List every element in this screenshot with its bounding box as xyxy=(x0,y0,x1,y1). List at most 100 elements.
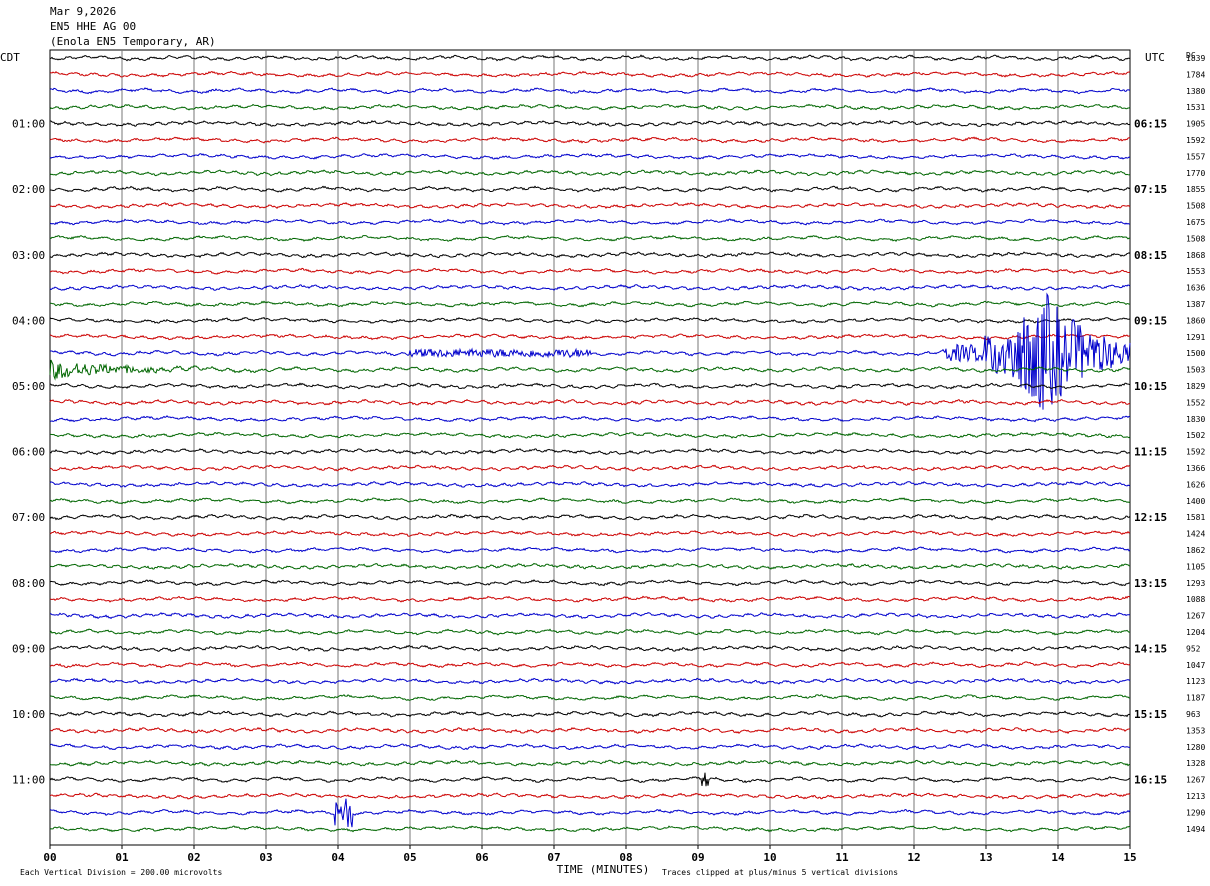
cdt-axis-title: CDT xyxy=(0,51,20,64)
dc-offset-label: 952 xyxy=(1186,644,1201,653)
station-location: (Enola EN5 Temporary, AR) xyxy=(50,35,216,48)
trace-line xyxy=(49,497,1131,505)
dc-offset-label: 1204 xyxy=(1186,628,1205,637)
dc-offset-label: 1213 xyxy=(1186,792,1205,801)
x-tick-label: 00 xyxy=(43,851,56,864)
trace-line xyxy=(50,292,1131,410)
cdt-hour-label: 11:00 xyxy=(12,774,45,787)
x-tick-label: 02 xyxy=(187,851,200,864)
dc-offset-label: 1626 xyxy=(1186,480,1205,489)
trace-line xyxy=(49,382,1131,390)
dc-offset-label: 1829 xyxy=(1186,382,1205,391)
dc-offset-label: 1494 xyxy=(1186,825,1205,834)
x-axis-label: TIME (MINUTES) xyxy=(557,863,650,876)
dc-offset-label: 1503 xyxy=(1186,366,1205,375)
dc-offset-label: 1860 xyxy=(1186,316,1205,325)
trace-line xyxy=(49,185,1131,193)
trace-line xyxy=(49,694,1131,702)
utc-hour-label: 08:15 xyxy=(1134,249,1167,262)
x-tick-label: 05 xyxy=(403,851,416,864)
x-tick-label: 04 xyxy=(331,851,345,864)
utc-hour-label: 14:15 xyxy=(1134,642,1167,655)
trace-line xyxy=(49,825,1131,833)
utc-hour-label: 12:15 xyxy=(1134,511,1167,524)
dc-offset-label: 1424 xyxy=(1186,530,1205,539)
dc-offset-label: 1855 xyxy=(1186,185,1205,194)
dc-offset-label: 1557 xyxy=(1186,152,1205,161)
dc-offset-label: 1500 xyxy=(1186,349,1205,358)
dc-offset-label: 1123 xyxy=(1186,677,1205,686)
dc-offset-label: 1105 xyxy=(1186,562,1205,571)
trace-line xyxy=(49,87,1131,95)
dc-offset-label: 1502 xyxy=(1186,431,1205,440)
trace-line xyxy=(49,267,1131,275)
dc-offset-label: 1508 xyxy=(1186,202,1205,211)
trace-line xyxy=(49,628,1131,636)
trace-line xyxy=(49,202,1131,210)
dc-offset-label: 1636 xyxy=(1186,284,1205,293)
x-tick-label: 11 xyxy=(835,851,849,864)
trace-line xyxy=(49,415,1131,423)
x-tick-label: 14 xyxy=(1051,851,1065,864)
utc-hour-label: 11:15 xyxy=(1134,446,1167,459)
dc-offset-label: 1366 xyxy=(1186,464,1205,473)
cdt-hour-label: 05:00 xyxy=(12,380,45,393)
utc-hour-label: 13:15 xyxy=(1134,577,1167,590)
trace-line xyxy=(49,153,1131,160)
dc-offset-label: 1291 xyxy=(1186,333,1205,342)
utc-axis-title: UTC xyxy=(1145,51,1165,64)
trace-line xyxy=(49,595,1131,603)
trace-line xyxy=(49,136,1130,144)
dc-offset-label: 1380 xyxy=(1186,87,1205,96)
trace-line xyxy=(49,333,1131,341)
cdt-hour-label: 08:00 xyxy=(12,577,45,590)
dc-offset-label: 1675 xyxy=(1186,218,1205,227)
trace-line xyxy=(49,234,1131,243)
trace-line xyxy=(49,513,1131,521)
dc-offset-label: 963 xyxy=(1186,710,1201,719)
trace-line xyxy=(49,251,1131,259)
utc-hour-label: 06:15 xyxy=(1134,118,1167,131)
trace-line xyxy=(49,726,1131,735)
dc-offset-label: 1770 xyxy=(1186,169,1205,178)
dc-offset-label: 1187 xyxy=(1186,694,1205,703)
record-date: Mar 9,2026 xyxy=(50,5,117,18)
cdt-hour-label: 01:00 xyxy=(12,118,45,131)
trace-line xyxy=(49,772,1131,787)
trace-line xyxy=(49,710,1131,718)
dc-offset-label: 1267 xyxy=(1186,776,1205,785)
cdt-hour-label: 09:00 xyxy=(12,642,45,655)
trace-line xyxy=(49,546,1131,554)
dc-offset-label: 1290 xyxy=(1186,808,1205,817)
dc-offset-label: 1905 xyxy=(1186,120,1205,129)
utc-hour-label: 16:15 xyxy=(1134,774,1167,787)
dc-offset-label: 1592 xyxy=(1186,136,1205,145)
dc-offset-label: 1552 xyxy=(1186,398,1205,407)
plot-frame xyxy=(49,49,1131,846)
trace-line xyxy=(50,431,1131,439)
x-tick-label: 07 xyxy=(547,851,560,864)
x-tick-label: 15 xyxy=(1123,851,1136,864)
dc-offset-label: 1839 xyxy=(1186,54,1205,63)
trace-line xyxy=(49,562,1131,570)
dc-offset-label: 1353 xyxy=(1186,726,1205,735)
x-tick-label: 01 xyxy=(115,851,129,864)
dc-axis-title: DC xyxy=(1186,51,1196,60)
utc-hour-label: 15:15 xyxy=(1134,708,1167,721)
station-code: EN5 HHE AG 00 xyxy=(50,20,137,33)
dc-offset-label: 1280 xyxy=(1186,743,1205,752)
trace-line xyxy=(49,464,1131,472)
dc-offset-label: 1293 xyxy=(1186,579,1205,588)
trace-line xyxy=(49,283,1131,292)
trace-line xyxy=(49,169,1131,177)
trace-line xyxy=(49,398,1131,406)
dc-offset-label: 1553 xyxy=(1186,267,1205,276)
trace-line xyxy=(49,70,1131,78)
dc-offset-label: 1868 xyxy=(1186,251,1205,260)
x-tick-label: 06 xyxy=(475,851,489,864)
trace-line xyxy=(49,54,1131,62)
trace-line xyxy=(49,677,1131,685)
trace-line xyxy=(49,644,1131,652)
trace-line xyxy=(49,480,1131,488)
